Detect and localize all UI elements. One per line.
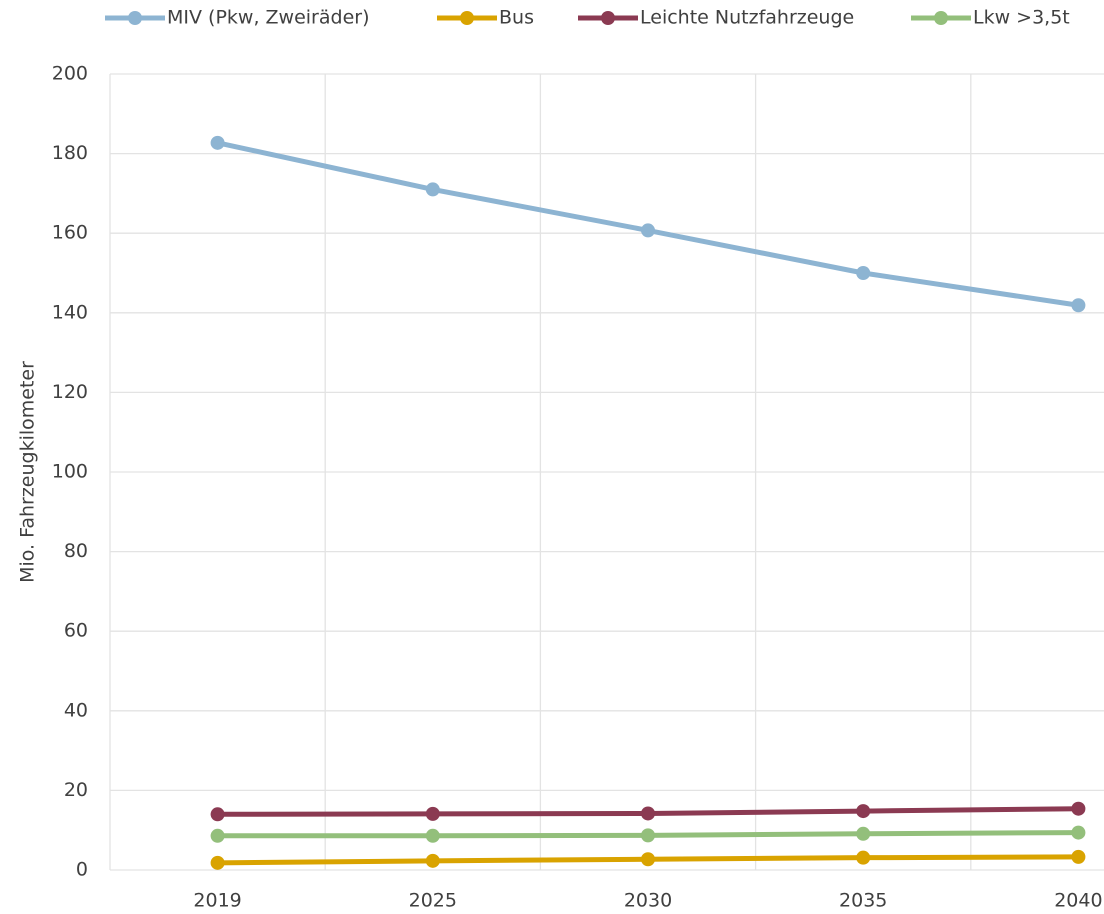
legend-label: Leichte Nutzfahrzeuge: [640, 7, 854, 29]
data-point: [425, 828, 440, 843]
x-tick-label: 2025: [409, 890, 457, 912]
data-point: [1071, 298, 1086, 313]
data-point: [425, 853, 440, 868]
x-tick-label: 2040: [1054, 890, 1102, 912]
x-tick-label: 2030: [624, 890, 672, 912]
y-tick-label: 180: [52, 142, 88, 164]
data-point: [210, 855, 225, 870]
data-point: [856, 266, 871, 280]
legend-label: Bus: [499, 7, 534, 29]
data-point: [210, 828, 225, 843]
data-point: [425, 806, 440, 821]
legend-marker: [601, 11, 615, 25]
y-axis-label: Mio. Fahrzeugkilometer: [17, 361, 39, 583]
data-point: [425, 182, 440, 197]
y-tick-label: 40: [64, 699, 88, 721]
data-point: [641, 852, 655, 867]
legend-marker: [460, 11, 474, 25]
data-point: [1071, 849, 1086, 864]
y-tick-label: 0: [76, 859, 88, 881]
x-tick-label: 2035: [839, 890, 887, 912]
data-point: [641, 806, 655, 821]
data-point: [210, 135, 225, 150]
data-point: [641, 223, 655, 238]
data-point: [1071, 825, 1086, 840]
legend-marker: [934, 11, 948, 25]
legend-label: MIV (Pkw, Zweiräder): [167, 7, 369, 29]
data-point: [856, 804, 871, 819]
data-point: [856, 850, 871, 865]
data-point: [1071, 801, 1086, 816]
data-point: [210, 807, 225, 822]
y-tick-label: 60: [64, 620, 88, 642]
y-tick-label: 200: [52, 63, 88, 85]
y-tick-label: 160: [52, 222, 88, 244]
y-tick-label: 20: [64, 779, 88, 801]
y-tick-label: 140: [52, 301, 88, 323]
data-point: [641, 828, 655, 843]
y-tick-label: 120: [52, 381, 88, 403]
x-tick-label: 2019: [193, 890, 241, 912]
y-tick-label: 100: [52, 461, 88, 483]
legend-label: Lkw >3,5t: [973, 7, 1070, 29]
y-tick-label: 80: [64, 540, 88, 562]
data-point: [856, 826, 871, 841]
legend-marker: [128, 11, 142, 25]
